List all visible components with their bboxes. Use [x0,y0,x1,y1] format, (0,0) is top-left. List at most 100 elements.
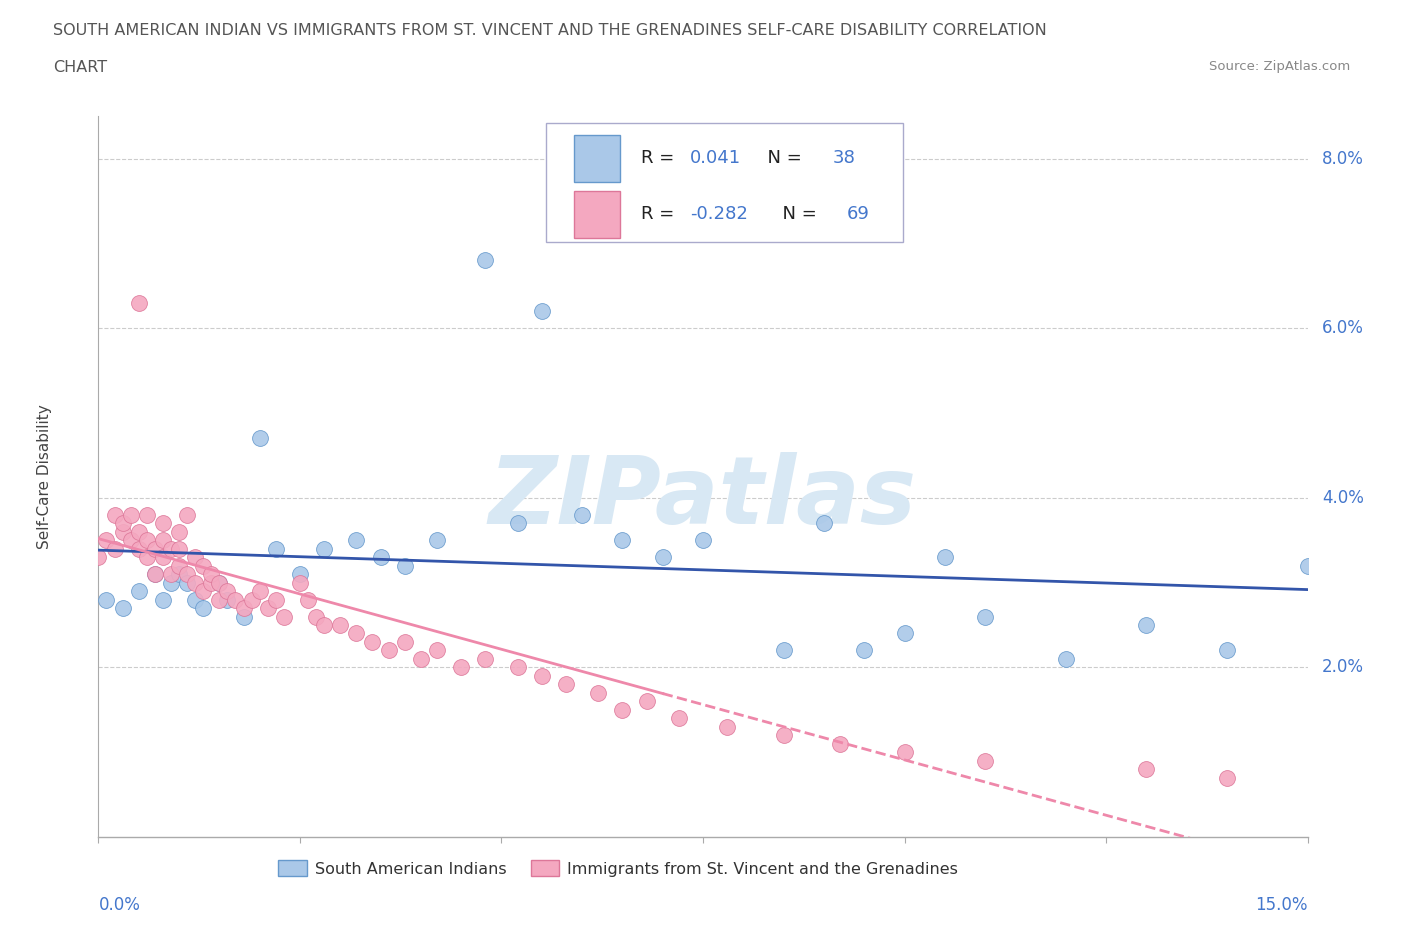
Text: CHART: CHART [53,60,107,75]
FancyBboxPatch shape [574,191,620,238]
Text: Source: ZipAtlas.com: Source: ZipAtlas.com [1209,60,1350,73]
Point [394,558,416,573]
Point [160,575,183,590]
Point [193,601,215,616]
Point [232,601,254,616]
Point [506,660,529,675]
Point [1216,770,1239,785]
Point [111,601,134,616]
Text: 38: 38 [832,150,855,167]
Point [200,566,222,581]
Point [329,618,352,632]
Text: N =: N = [770,206,823,223]
Point [128,525,150,539]
Point [288,566,311,581]
Point [167,525,190,539]
Point [152,516,174,531]
Point [240,592,263,607]
Point [176,575,198,590]
Point [176,508,198,523]
Point [426,533,449,548]
Text: -0.282: -0.282 [690,206,748,223]
Point [208,575,231,590]
Text: R =: R = [641,150,681,167]
Point [1216,643,1239,658]
Point [530,304,553,319]
Point [224,592,246,607]
Point [184,592,207,607]
Point [297,592,319,607]
Text: 69: 69 [846,206,870,223]
Point [167,558,190,573]
Point [612,533,634,548]
Point [111,525,134,539]
FancyBboxPatch shape [574,135,620,181]
Point [506,516,529,531]
Text: ZIPatlas: ZIPatlas [489,452,917,544]
Point [96,533,118,548]
Point [152,592,174,607]
Point [120,508,142,523]
Point [208,575,231,590]
Point [344,533,367,548]
Text: 6.0%: 6.0% [1322,319,1364,338]
Point [934,550,956,565]
Point [288,575,311,590]
Text: 15.0%: 15.0% [1256,897,1308,914]
Legend: South American Indians, Immigrants from St. Vincent and the Grenadines: South American Indians, Immigrants from … [271,854,965,883]
Point [1296,558,1319,573]
Point [974,753,997,768]
Point [128,296,150,311]
Point [96,592,118,607]
Point [772,643,794,658]
Point [1135,762,1157,777]
Point [361,634,384,649]
Text: N =: N = [756,150,807,167]
Point [692,533,714,548]
Point [668,711,690,725]
Point [217,584,239,599]
Point [232,609,254,624]
Point [314,618,336,632]
Point [651,550,673,565]
Point [143,566,166,581]
Point [111,516,134,531]
Point [193,584,215,599]
Text: Self-Care Disability: Self-Care Disability [37,405,52,549]
Text: SOUTH AMERICAN INDIAN VS IMMIGRANTS FROM ST. VINCENT AND THE GRENADINES SELF-CAR: SOUTH AMERICAN INDIAN VS IMMIGRANTS FROM… [53,23,1047,38]
Point [135,508,157,523]
Point [893,626,915,641]
FancyBboxPatch shape [546,124,903,243]
Point [184,550,207,565]
Point [264,541,287,556]
Point [813,516,835,531]
Point [409,652,432,667]
Point [256,601,278,616]
Text: 0.041: 0.041 [690,150,741,167]
Text: 2.0%: 2.0% [1322,658,1364,676]
Point [305,609,328,624]
Point [249,584,271,599]
Text: 4.0%: 4.0% [1322,489,1364,507]
Point [160,541,183,556]
Point [586,685,609,700]
Point [264,592,287,607]
Point [636,694,658,709]
Point [370,550,392,565]
Point [273,609,295,624]
Point [314,541,336,556]
Point [571,508,593,523]
Point [128,584,150,599]
Point [128,541,150,556]
Point [167,566,190,581]
Point [1135,618,1157,632]
Point [135,550,157,565]
Point [143,566,166,581]
Point [612,702,634,717]
Point [152,550,174,565]
Text: R =: R = [641,206,681,223]
Point [450,660,472,675]
Point [103,541,125,556]
Point [167,541,190,556]
Text: 0.0%: 0.0% [98,897,141,914]
